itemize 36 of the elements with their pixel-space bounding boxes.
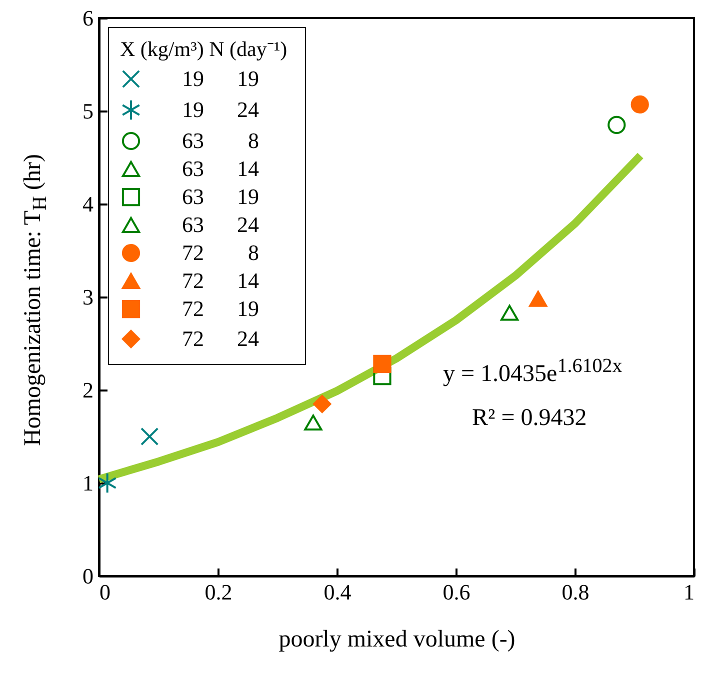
point bbox=[98, 472, 117, 494]
y-tick-label: 2 bbox=[82, 378, 94, 402]
x-tick-label: 0.4 bbox=[324, 580, 352, 604]
legend-label: 19 24 bbox=[182, 97, 259, 122]
point bbox=[140, 427, 159, 446]
point bbox=[529, 290, 548, 307]
y-tick-label: 0 bbox=[82, 564, 94, 588]
y-tick-label: 6 bbox=[82, 6, 94, 30]
legend-label: 72 24 bbox=[182, 326, 259, 351]
annotation: y = 1.0435e$^{1.6102x}$ bbox=[443, 355, 622, 388]
x-tick-label: 1 bbox=[684, 580, 694, 604]
annotation: R² = 0.9432 bbox=[472, 405, 587, 432]
legend-label: 63 24 bbox=[182, 212, 259, 237]
y-tick-label: 5 bbox=[82, 98, 94, 124]
x-axis-title: poorly mixed volume (-) bbox=[278, 626, 516, 652]
legend-label: 72 8 bbox=[182, 240, 259, 265]
legend-label: 72 14 bbox=[182, 268, 259, 293]
legend-label: 63 8 bbox=[182, 128, 259, 153]
x-tick-label: 0 bbox=[100, 580, 110, 604]
x-tick-label: 0.2 bbox=[204, 580, 232, 604]
x-tick-label: 0.8 bbox=[562, 580, 590, 604]
legend-title: X (kg/m³) N (day⁻¹) bbox=[120, 37, 288, 61]
point bbox=[500, 304, 519, 321]
y-tick-label: 3 bbox=[82, 284, 94, 310]
x-tick-label: 0.6 bbox=[442, 580, 470, 604]
point bbox=[373, 354, 392, 374]
legend-label: 19 19 bbox=[182, 66, 259, 91]
y-tick-label: 1 bbox=[82, 470, 94, 496]
legend-label: 72 19 bbox=[182, 296, 259, 321]
point bbox=[313, 394, 332, 414]
point bbox=[630, 95, 649, 114]
legend-label: 63 14 bbox=[182, 156, 259, 181]
point bbox=[608, 116, 626, 134]
y-tick-label: 4 bbox=[82, 192, 94, 216]
point bbox=[304, 414, 322, 431]
legend-label: 63 19 bbox=[182, 184, 259, 209]
